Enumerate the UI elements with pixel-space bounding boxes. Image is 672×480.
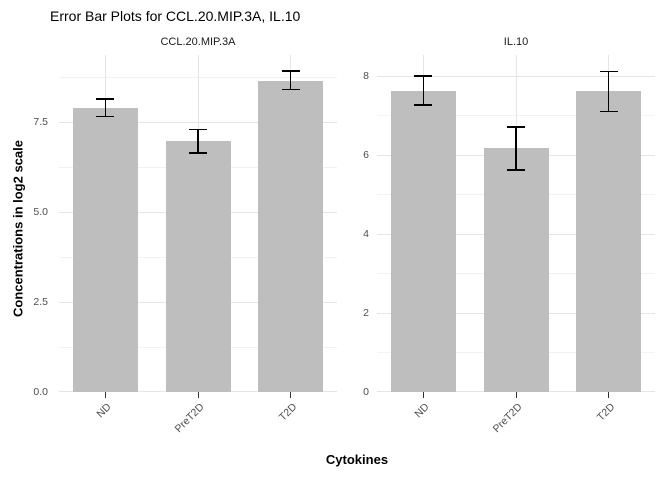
x-axis-labels-left-facet: ND PreT2D T2D — [59, 392, 337, 462]
x-tick-mark — [608, 392, 610, 398]
x-axis-title: Cytokines — [325, 452, 389, 467]
bar-nd — [390, 90, 456, 392]
x-axis-labels-right-facet: ND PreT2D T2D — [377, 392, 655, 462]
error-bar-t2d — [607, 71, 610, 112]
facet-panel-ccl20mip3a — [59, 55, 337, 392]
y-tick-label: 2 — [363, 306, 369, 319]
error-cap-top-pret2d — [507, 126, 525, 128]
bar-t2d — [576, 90, 642, 392]
error-cap-top-nd — [96, 98, 115, 100]
error-cap-bottom-t2d — [599, 110, 618, 113]
y-tick-label: 0 — [363, 386, 369, 398]
bar-pret2d — [483, 148, 549, 392]
x-tick-mark — [515, 392, 517, 398]
y-tick-label: 4 — [363, 227, 369, 240]
x-tick-label-t2d: T2D — [594, 401, 618, 424]
bar-pret2d — [165, 140, 231, 392]
error-bar-nd — [422, 75, 425, 105]
x-tick-label-pret2d: PreT2D — [490, 401, 525, 436]
error-bar-nd — [104, 98, 107, 117]
x-tick-label-pret2d: PreT2D — [172, 401, 207, 436]
x-tick-mark — [104, 392, 106, 398]
facet-panel-il10 — [377, 55, 655, 392]
error-bar-pret2d — [197, 129, 199, 153]
bar-nd — [72, 107, 138, 392]
error-bar-pret2d — [515, 126, 517, 170]
chart-title: Error Bar Plots for CCL.20.MIP.3A, IL.10 — [50, 8, 301, 24]
error-cap-bottom-nd — [96, 115, 115, 118]
facet-label-ccl20mip3a: CCL.20.MIP.3A — [160, 36, 236, 48]
error-cap-bottom-pret2d — [507, 169, 525, 171]
x-tick-label-t2d: T2D — [276, 401, 300, 424]
error-cap-bottom-pret2d — [189, 152, 207, 154]
y-tick-label: 5.0 — [33, 205, 48, 218]
y-tick-label: 2.5 — [33, 295, 48, 308]
x-tick-mark — [422, 392, 424, 398]
error-cap-bottom-t2d — [281, 88, 300, 91]
facet-label-il10: IL.10 — [503, 36, 529, 48]
y-axis-left-facet: 0.0 2.5 5.0 7.5 — [0, 55, 50, 398]
error-cap-top-t2d — [599, 70, 618, 73]
y-tick-label: 0.0 — [33, 386, 48, 398]
error-cap-top-t2d — [281, 70, 300, 72]
x-tick-mark — [197, 392, 199, 398]
x-tick-label-nd: ND — [94, 401, 114, 421]
error-cap-top-nd — [414, 75, 433, 77]
y-tick-label: 8 — [363, 69, 369, 82]
bar-t2d — [258, 80, 324, 392]
x-tick-label-nd: ND — [412, 401, 432, 421]
x-tick-mark — [290, 392, 292, 398]
y-axis-right-facet: 0 2 4 6 8 — [321, 55, 371, 398]
y-tick-label: 7.5 — [33, 115, 48, 128]
y-tick-label: 6 — [363, 148, 369, 161]
error-bar-t2d — [289, 70, 292, 90]
error-cap-top-pret2d — [189, 128, 207, 131]
error-cap-bottom-nd — [414, 104, 433, 106]
